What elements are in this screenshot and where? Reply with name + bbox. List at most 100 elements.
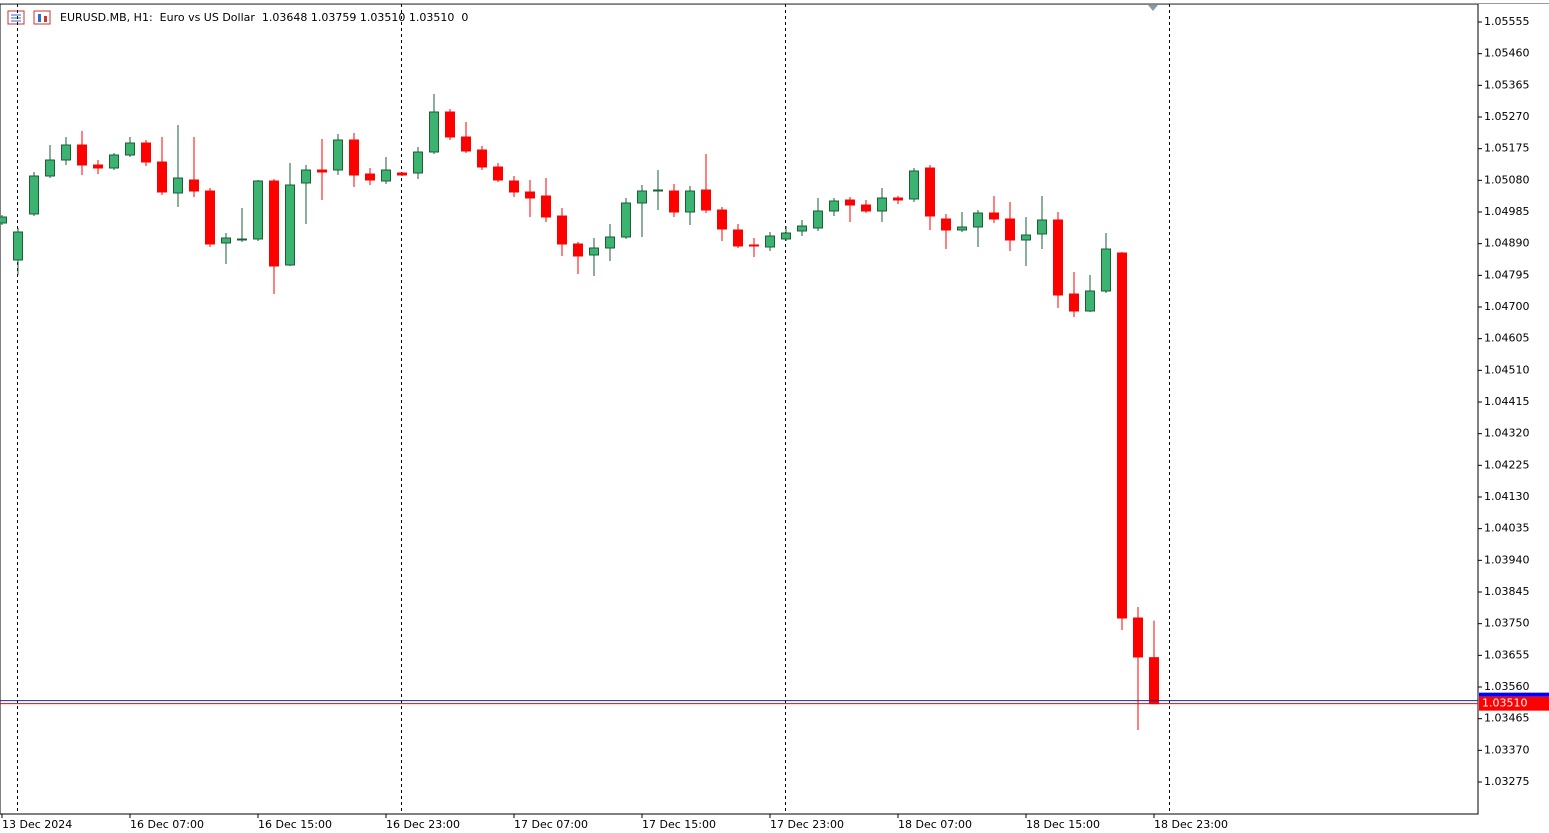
y-tick-label: 1.05365 [1484, 78, 1530, 91]
y-tick-label: 1.03370 [1484, 743, 1530, 756]
x-tick-label: 17 Dec 15:00 [642, 818, 716, 831]
candle-body [301, 169, 311, 184]
candle-body [0, 216, 7, 224]
y-tick-label: 1.04985 [1484, 205, 1530, 218]
candle-body [445, 111, 455, 138]
candle-body [221, 237, 231, 244]
icon [44, 16, 47, 22]
candle-body [1101, 248, 1111, 292]
y-tick-label: 1.04605 [1484, 332, 1530, 345]
candle-body [317, 169, 327, 173]
y-tick-label: 1.04035 [1484, 522, 1530, 535]
candle-body [813, 210, 823, 229]
candle-body [45, 159, 55, 177]
y-tick-label: 1.03560 [1484, 680, 1530, 693]
candle-body [525, 191, 535, 199]
candle-body [701, 189, 711, 211]
candle-body [461, 136, 471, 152]
candle-body [1069, 293, 1079, 312]
candle-body [621, 202, 631, 238]
y-tick-label: 1.05270 [1484, 110, 1530, 123]
x-tick-label: 16 Dec 15:00 [258, 818, 332, 831]
candle-body [141, 142, 151, 163]
price-box [1479, 696, 1549, 711]
candle-body [925, 167, 935, 217]
x-tick-label: 17 Dec 07:00 [514, 818, 588, 831]
candle-body [157, 161, 167, 193]
y-tick-label: 1.05555 [1484, 15, 1530, 28]
x-tick-label: 13 Dec 2024 [2, 818, 72, 831]
candle-body [1053, 219, 1063, 296]
x-tick-label: 18 Dec 07:00 [898, 818, 972, 831]
candle-body [477, 149, 487, 168]
candle-body [77, 144, 87, 166]
candle-body [269, 180, 279, 267]
candle-body [733, 229, 743, 247]
y-tick-label: 1.05175 [1484, 142, 1530, 155]
icon [38, 14, 41, 22]
y-tick-label: 1.04890 [1484, 237, 1530, 250]
candle-body [349, 139, 359, 176]
candle-body [237, 238, 247, 241]
candle-body [797, 225, 807, 232]
candle-body [685, 190, 695, 213]
y-tick-label: 1.05080 [1484, 173, 1530, 186]
candle-body [1021, 234, 1031, 241]
candle-body [333, 139, 343, 171]
y-tick-label: 1.03845 [1484, 585, 1530, 598]
candle-body [541, 195, 551, 218]
candle-body [845, 199, 855, 206]
candle-body [573, 243, 583, 257]
shift-marker [1148, 5, 1158, 11]
candle-body [1005, 218, 1015, 241]
candle-body [973, 212, 983, 228]
candle-body [605, 236, 615, 249]
candle-body [493, 166, 503, 181]
candle-body [93, 164, 103, 169]
price-label: 1.03510 [1482, 697, 1528, 710]
candle-body [669, 190, 679, 213]
candle-body [13, 231, 23, 261]
icons [7, 10, 51, 25]
candle-body [589, 247, 599, 256]
y-tick-label: 1.03275 [1484, 775, 1530, 788]
candle-body [1085, 290, 1095, 312]
candle-body [941, 218, 951, 231]
y-tick-label: 1.05460 [1484, 47, 1530, 60]
candle-body [717, 209, 727, 230]
candle-body [429, 111, 439, 153]
candle-body [413, 151, 423, 174]
y-tick-label: 1.04510 [1484, 363, 1530, 376]
candle-body [877, 197, 887, 212]
y-tick-label: 1.03465 [1484, 712, 1530, 725]
y-tick-label: 1.03655 [1484, 648, 1530, 661]
ask-box [1479, 692, 1549, 697]
candle-body [205, 190, 215, 245]
y-tick-label: 1.04795 [1484, 268, 1530, 281]
candle-body [29, 175, 39, 215]
candle-body [957, 226, 967, 231]
candle-body [173, 177, 183, 194]
y-tick-label: 1.04700 [1484, 300, 1530, 313]
y-tick-label: 1.04130 [1484, 490, 1530, 503]
y-tick-label: 1.04225 [1484, 458, 1530, 471]
candle-body [61, 144, 71, 161]
candle-body [397, 172, 407, 176]
x-tick-label: 17 Dec 23:00 [770, 818, 844, 831]
chart-title: EURUSD.MB, H1: Euro vs US Dollar 1.03648… [60, 11, 468, 24]
y-tick-label: 1.04320 [1484, 427, 1530, 440]
candle-body [109, 154, 119, 169]
candle-body [365, 173, 375, 181]
y-tick-label: 1.04415 [1484, 395, 1530, 408]
candle-body [829, 200, 839, 212]
candle-body [557, 215, 567, 245]
candle-body [989, 212, 999, 220]
x-tick-label: 18 Dec 23:00 [1154, 818, 1228, 831]
candle-body [893, 197, 903, 201]
candle-body [765, 235, 775, 248]
candle-body [653, 189, 663, 192]
candle-body [1117, 252, 1127, 619]
x-tick-label: 18 Dec 15:00 [1026, 818, 1100, 831]
x-tick-label: 16 Dec 07:00 [130, 818, 204, 831]
